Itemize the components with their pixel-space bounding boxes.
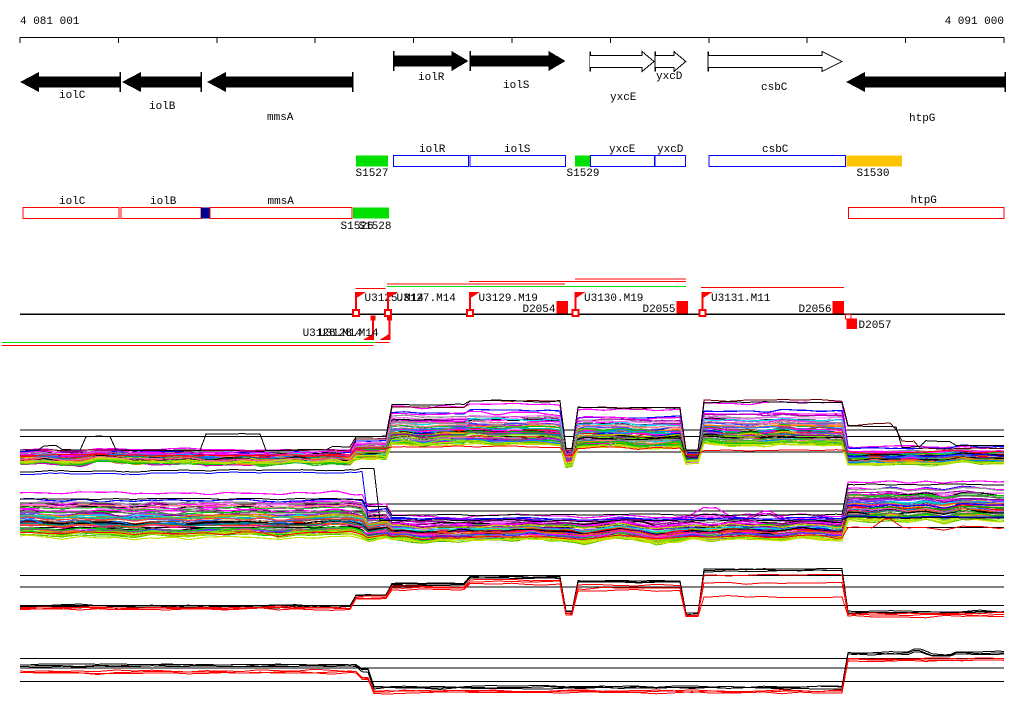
svg-text:mmsA: mmsA [268,196,295,208]
svg-text:S1530: S1530 [857,168,890,180]
svg-text:U3126.M14: U3126.M14 [303,328,363,340]
svg-text:csbC: csbC [762,144,789,156]
svg-text:iolR: iolR [419,144,446,156]
svg-text:U3125.M14: U3125.M14 [365,293,425,305]
svg-text:U3131.M11: U3131.M11 [711,293,771,305]
svg-text:yxcE: yxcE [610,92,637,104]
svg-text:D2057: D2057 [859,320,892,332]
svg-text:U3129.M19: U3129.M19 [479,293,538,305]
svg-text:htpG: htpG [911,195,937,207]
svg-text:S1526: S1526 [341,221,374,233]
svg-text:iolB: iolB [150,196,177,208]
svg-text:csbC: csbC [761,82,788,94]
svg-text:yxcE: yxcE [609,144,636,156]
svg-text:S1527: S1527 [356,168,389,180]
svg-text:htpG: htpG [909,113,935,125]
svg-text:4 081 001: 4 081 001 [20,16,80,28]
svg-text:U3130.M19: U3130.M19 [584,293,643,305]
svg-text:U3128.M14: U3128.M14 [319,328,379,340]
svg-text:iolB: iolB [149,101,176,113]
svg-text:mmsA: mmsA [267,112,294,124]
svg-text:D2055: D2055 [642,304,675,316]
svg-text:iolC: iolC [59,90,86,102]
svg-text:S1529: S1529 [567,168,600,180]
svg-text:S1528: S1528 [359,221,392,233]
svg-text:U3127.M14: U3127.M14 [397,293,457,305]
svg-text:4 091 000: 4 091 000 [945,16,1004,28]
svg-text:iolS: iolS [504,144,531,156]
svg-text:D2054: D2054 [522,304,555,316]
svg-text:iolR: iolR [418,72,445,84]
svg-text:yxcD: yxcD [656,71,683,83]
svg-text:yxcD: yxcD [657,144,684,156]
svg-text:iolC: iolC [59,196,86,208]
svg-text:iolS: iolS [503,80,530,92]
svg-text:D2056: D2056 [798,304,831,316]
